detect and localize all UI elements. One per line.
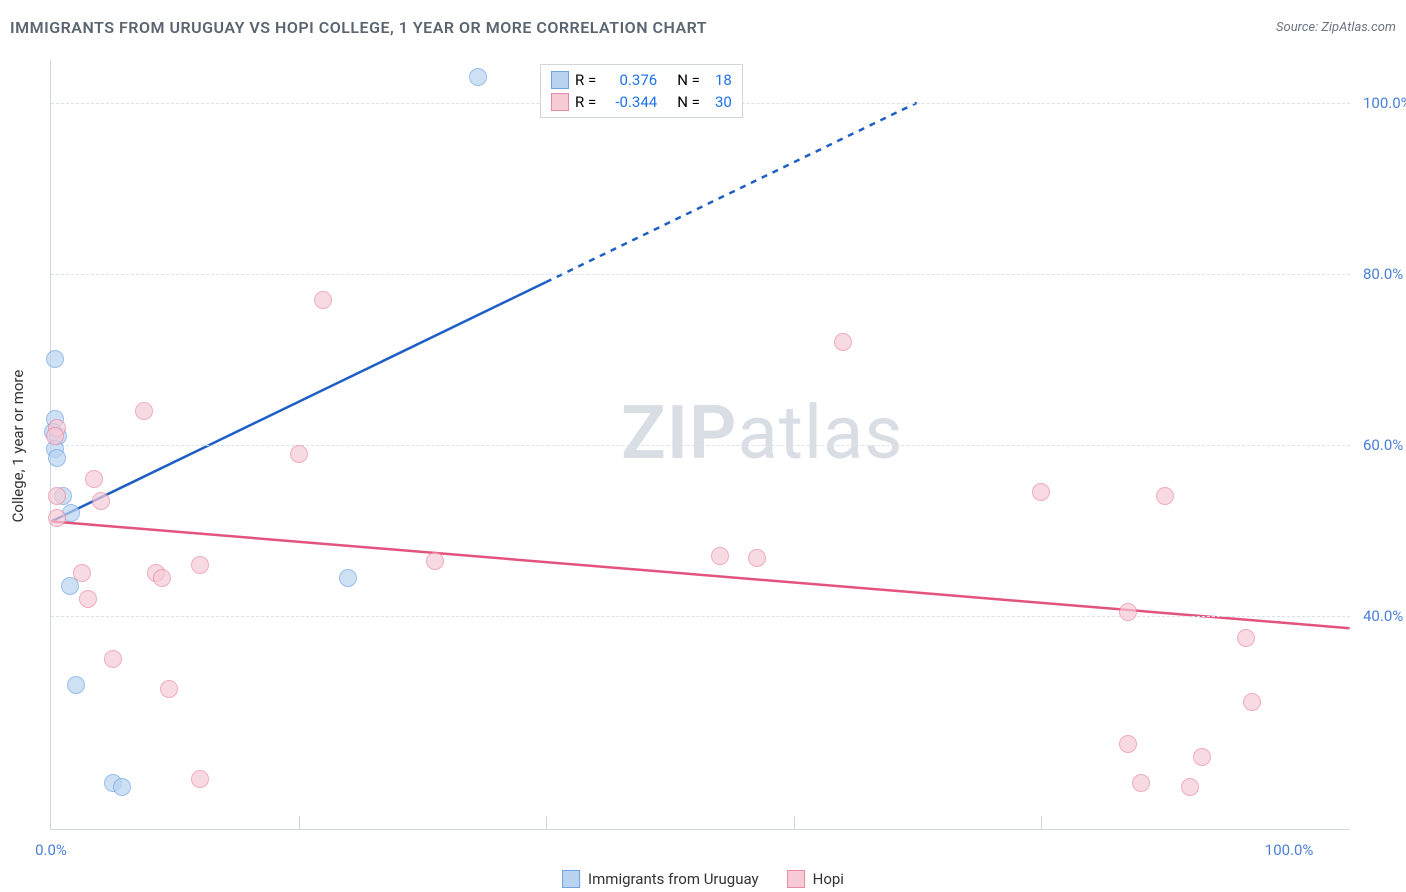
xtick-label: 0.0% [35, 841, 67, 859]
data-point-hopi [1193, 748, 1211, 766]
data-point-hopi [1156, 487, 1174, 505]
data-point-hopi [1132, 774, 1150, 792]
legend-top: R = 0.376 N = 18 R = -0.344 N = 30 [540, 64, 743, 118]
data-point-hopi [426, 552, 444, 570]
plot-area: ZIPatlas 40.0%60.0%80.0%100.0%0.0%100.0% [50, 60, 1350, 830]
xtick-label: 100.0% [1265, 841, 1314, 859]
legend-top-row-1: R = -0.344 N = 30 [551, 91, 732, 113]
data-point-hopi [1119, 603, 1137, 621]
data-point-hopi [104, 650, 122, 668]
data-point-hopi [160, 680, 178, 698]
data-point-hopi [135, 402, 153, 420]
gridline-v [299, 816, 300, 830]
legend-top-row-0: R = 0.376 N = 18 [551, 69, 732, 91]
data-point-hopi [191, 770, 209, 788]
legend-label-hopi: Hopi [813, 870, 844, 888]
data-point-uruguay [67, 676, 85, 694]
source-label: Source: ZipAtlas.com [1276, 20, 1396, 35]
data-point-hopi [46, 427, 64, 445]
legend-item-uruguay: Immigrants from Uruguay [562, 870, 759, 888]
swatch-uruguay [562, 870, 580, 888]
data-point-uruguay [46, 350, 64, 368]
chart-title: IMMIGRANTS FROM URUGUAY VS HOPI COLLEGE,… [10, 18, 707, 37]
y-axis-label: College, 1 year or more [9, 370, 27, 523]
gridline-v [1041, 816, 1042, 830]
data-point-hopi [92, 492, 110, 510]
title-bar: IMMIGRANTS FROM URUGUAY VS HOPI COLLEGE,… [10, 18, 1396, 37]
gridline-v [794, 816, 795, 830]
data-point-hopi [1237, 629, 1255, 647]
ytick-label: 60.0% [1363, 436, 1403, 454]
ytick-label: 80.0% [1363, 265, 1403, 283]
gridline-v [546, 816, 547, 830]
gridline-h [51, 445, 1350, 446]
swatch-uruguay-top [551, 71, 569, 89]
data-point-hopi [290, 445, 308, 463]
data-point-hopi [1243, 693, 1261, 711]
data-point-hopi [314, 291, 332, 309]
data-point-uruguay [113, 778, 131, 796]
swatch-hopi [787, 870, 805, 888]
data-point-hopi [48, 487, 66, 505]
data-point-hopi [73, 564, 91, 582]
data-point-hopi [85, 470, 103, 488]
legend-item-hopi: Hopi [787, 870, 844, 888]
swatch-hopi-top [551, 93, 569, 111]
data-point-hopi [1119, 735, 1137, 753]
ytick-label: 100.0% [1363, 94, 1406, 112]
data-point-hopi [153, 569, 171, 587]
data-point-hopi [191, 556, 209, 574]
data-point-hopi [834, 333, 852, 351]
data-point-hopi [48, 509, 66, 527]
data-point-hopi [748, 549, 766, 567]
legend-label-uruguay: Immigrants from Uruguay [588, 870, 759, 888]
data-point-hopi [1181, 778, 1199, 796]
gridline-h [51, 274, 1350, 275]
data-point-hopi [711, 547, 729, 565]
data-point-hopi [79, 590, 97, 608]
gridline-h [51, 616, 1350, 617]
data-point-uruguay [339, 569, 357, 587]
watermark: ZIPatlas [621, 390, 903, 477]
legend-bottom: Immigrants from Uruguay Hopi [562, 870, 844, 888]
ytick-label: 40.0% [1363, 607, 1403, 625]
data-point-uruguay [48, 449, 66, 467]
data-point-uruguay [469, 68, 487, 86]
data-point-hopi [1032, 483, 1050, 501]
